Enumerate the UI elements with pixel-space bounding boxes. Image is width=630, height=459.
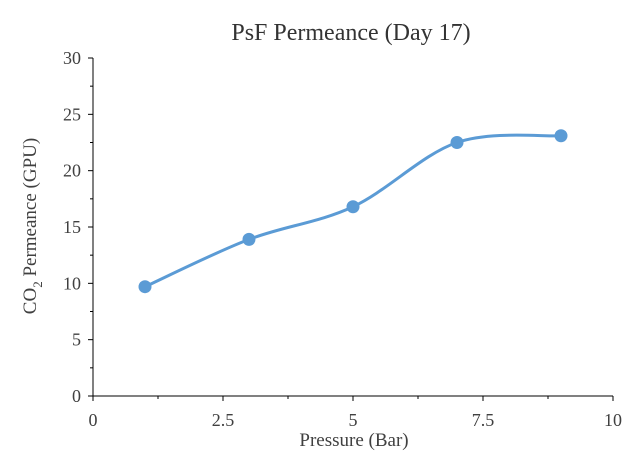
y-axis: 0 5 10 15 20 25 30	[63, 48, 94, 406]
y-tick-label: 25	[63, 104, 81, 124]
data-point	[346, 200, 360, 214]
chart-title: PsF Permeance (Day 17)	[231, 20, 470, 46]
y-tick-label: 0	[72, 386, 81, 406]
x-tick-label: 7.5	[472, 410, 495, 430]
x-tick-label: 10	[604, 410, 622, 430]
x-tick-label: 2.5	[212, 410, 235, 430]
x-tick-label: 0	[89, 410, 98, 430]
y-axis-label-subscript: 2	[30, 281, 45, 288]
y-tick-label: 20	[63, 161, 81, 181]
y-tick-label: 5	[72, 330, 81, 350]
data-point	[242, 232, 256, 246]
y-axis-label-prefix: CO	[20, 288, 41, 314]
data-point	[138, 280, 152, 294]
x-axis: 0 2.5 5 7.5 10	[89, 395, 622, 430]
x-axis-label: Pressure (Bar)	[299, 430, 408, 451]
y-axis-label-suffix: Permeance (GPU)	[20, 138, 41, 282]
data-point	[450, 136, 464, 149]
data-point	[554, 129, 568, 143]
y-tick-label: 30	[63, 48, 81, 68]
y-tick-label: 15	[63, 217, 81, 237]
series-group	[138, 129, 568, 294]
x-tick-label: 5	[349, 410, 358, 430]
y-axis-label: CO2 Permeance (GPU)	[20, 138, 45, 314]
y-tick-label: 10	[63, 273, 81, 293]
